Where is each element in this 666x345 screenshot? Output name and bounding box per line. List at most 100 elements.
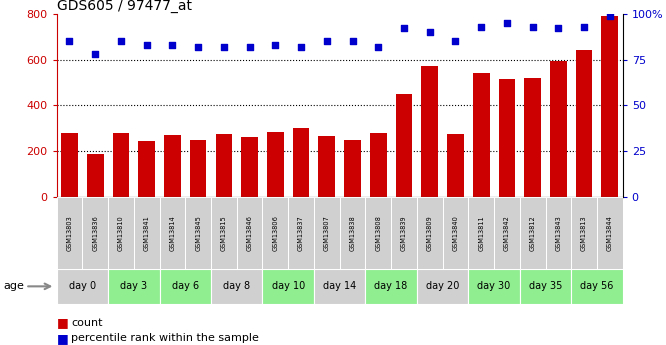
Text: ■: ■ (57, 332, 69, 345)
Point (399, 26, 410, 31)
Point (605, 13, 615, 18)
Bar (211, 269, 262, 304)
Point (116, 38, 127, 44)
Bar (262, 269, 314, 304)
Bar (524, 78, 541, 197)
Text: GSM13810: GSM13810 (118, 215, 124, 251)
Point (270, 42, 280, 48)
Bar (571, 197, 597, 269)
Bar (216, 134, 232, 197)
Point (424, 29, 435, 35)
Text: GSM13806: GSM13806 (272, 215, 278, 251)
Text: GSM13844: GSM13844 (607, 215, 613, 251)
Bar (340, 197, 366, 269)
Text: GSM13815: GSM13815 (221, 215, 227, 251)
Bar (267, 131, 284, 197)
Text: day 8: day 8 (223, 282, 250, 291)
Bar (262, 197, 288, 269)
Text: GSM13836: GSM13836 (92, 215, 98, 251)
Bar (83, 197, 108, 269)
Text: GSM13812: GSM13812 (529, 215, 535, 251)
Text: day 18: day 18 (374, 282, 408, 291)
Text: day 3: day 3 (121, 282, 147, 291)
Bar (370, 132, 387, 197)
Bar (139, 141, 155, 197)
Bar (468, 197, 494, 269)
Bar (499, 79, 515, 197)
Text: GSM13841: GSM13841 (144, 215, 150, 251)
Point (244, 44, 255, 49)
Text: GSM13839: GSM13839 (401, 215, 407, 251)
Bar (292, 128, 310, 197)
Point (218, 44, 229, 49)
Bar (87, 154, 104, 197)
Text: GSM13838: GSM13838 (350, 215, 356, 251)
Point (450, 38, 461, 44)
Bar (61, 132, 78, 197)
Bar (314, 269, 366, 304)
Bar (519, 269, 571, 304)
Bar (236, 197, 262, 269)
Point (553, 26, 563, 31)
Text: GSM13807: GSM13807 (324, 215, 330, 251)
Bar (545, 197, 571, 269)
Text: GSM13840: GSM13840 (452, 215, 458, 251)
Bar (391, 197, 417, 269)
Point (141, 42, 152, 48)
Text: GSM13808: GSM13808 (375, 215, 381, 251)
Point (167, 42, 178, 48)
Bar (108, 269, 160, 304)
Point (296, 44, 306, 49)
Point (90, 51, 101, 57)
Text: day 10: day 10 (272, 282, 305, 291)
Point (373, 44, 384, 49)
Bar (422, 66, 438, 197)
Bar (417, 197, 443, 269)
Bar (519, 197, 545, 269)
Bar (318, 136, 335, 197)
Bar (113, 132, 129, 197)
Text: GSM13811: GSM13811 (478, 215, 484, 251)
Bar (494, 197, 519, 269)
Point (347, 38, 358, 44)
Bar (366, 269, 417, 304)
Bar (447, 134, 464, 197)
Bar (473, 73, 490, 197)
Text: day 56: day 56 (580, 282, 613, 291)
Bar (241, 137, 258, 197)
Text: count: count (71, 318, 103, 327)
Text: day 6: day 6 (172, 282, 199, 291)
Text: GDS605 / 97477_at: GDS605 / 97477_at (57, 0, 192, 13)
Point (193, 44, 204, 49)
Text: GSM13846: GSM13846 (246, 215, 252, 251)
Bar (134, 197, 160, 269)
Point (476, 24, 486, 29)
Bar (160, 269, 211, 304)
Bar (468, 269, 519, 304)
Text: GSM13803: GSM13803 (67, 215, 73, 251)
Bar (575, 50, 593, 197)
Bar (443, 197, 468, 269)
Bar (57, 269, 108, 304)
Bar (396, 94, 412, 197)
Text: day 35: day 35 (529, 282, 562, 291)
Text: GSM13843: GSM13843 (555, 215, 561, 251)
Text: GSM13837: GSM13837 (298, 215, 304, 251)
Bar (160, 197, 185, 269)
Text: day 20: day 20 (426, 282, 460, 291)
Point (579, 24, 589, 29)
Text: GSM13813: GSM13813 (581, 215, 587, 251)
Bar (597, 197, 623, 269)
Point (527, 24, 538, 29)
Bar (164, 135, 180, 197)
Text: GSM13809: GSM13809 (427, 215, 433, 251)
Bar (108, 197, 134, 269)
Text: age: age (3, 282, 24, 291)
Bar (57, 197, 83, 269)
Point (64, 38, 75, 44)
Text: ■: ■ (57, 316, 69, 329)
Text: day 14: day 14 (323, 282, 356, 291)
Bar (185, 197, 211, 269)
Bar (288, 197, 314, 269)
Bar (190, 140, 206, 197)
